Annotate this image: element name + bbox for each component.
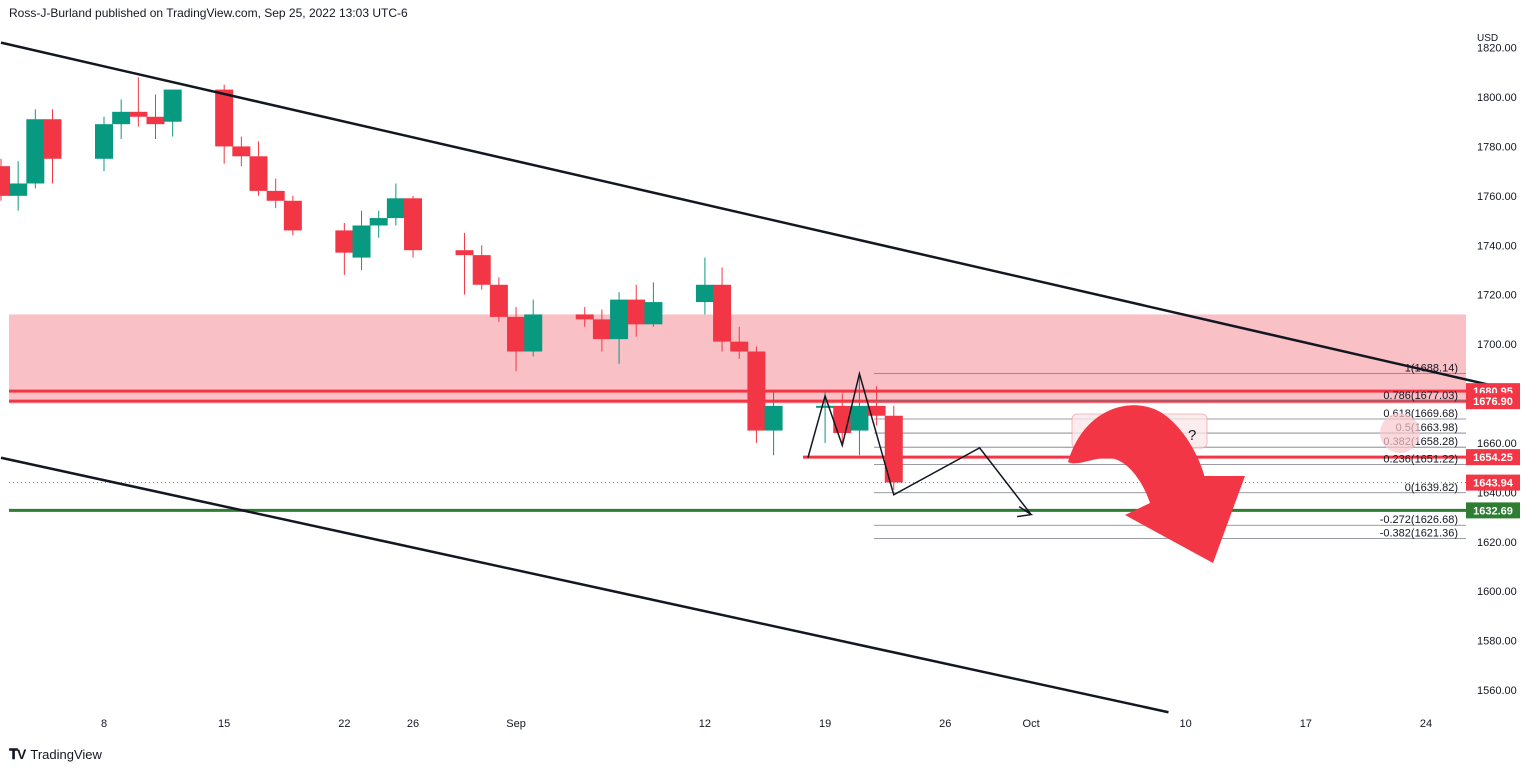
bearish-arrow-icon — [1068, 405, 1245, 563]
annotation-layer: ? — [1068, 405, 1420, 563]
candle-body — [95, 124, 113, 159]
price-level-label: 1676.90 — [1473, 396, 1513, 408]
candle-body — [592, 319, 611, 340]
time-tick-label: 19 — [819, 718, 831, 730]
time-tick-label: 8 — [101, 718, 107, 730]
time-tick-label: Oct — [1023, 718, 1040, 730]
candle-body — [335, 230, 354, 253]
time-axis: 8 15 22 26 Sep 12 19 26 Oct 10 17 24 — [101, 718, 1432, 730]
price-tick-label: 1820.00 — [1477, 43, 1517, 55]
candle-body — [129, 111, 148, 117]
time-tick-label: 15 — [218, 718, 230, 730]
projection-arrowhead-icon — [1017, 505, 1034, 518]
price-level-label: 1632.69 — [1473, 505, 1513, 517]
fib-level-label: 0.236(1651.22) — [1383, 454, 1458, 466]
candle-body — [369, 218, 388, 226]
time-tick-label: Sep — [506, 718, 526, 730]
time-tick-label: 17 — [1300, 718, 1312, 730]
price-tick-label: 1580.00 — [1477, 636, 1517, 648]
price-level-label: 1654.25 — [1473, 452, 1513, 464]
candle-body — [9, 183, 28, 196]
resistance-zone — [9, 314, 1466, 404]
time-tick-label: 10 — [1180, 718, 1192, 730]
publisher-caption: Ross-J-Burland published on TradingView.… — [9, 6, 408, 20]
price-level-badge — [1466, 474, 1520, 491]
candle-body — [283, 200, 302, 231]
candle-body — [455, 250, 474, 256]
candle-body — [232, 146, 251, 157]
candle-body — [867, 405, 886, 416]
candle-body — [507, 316, 526, 352]
candle-body — [575, 314, 594, 320]
price-level-label: 1643.94 — [1473, 478, 1514, 490]
pattern-projection-path — [807, 370, 1032, 516]
price-level-badge — [1466, 393, 1520, 410]
candle-body — [747, 351, 766, 431]
candle-body — [249, 156, 268, 191]
price-tick-label: 1560.00 — [1477, 685, 1517, 697]
price-tick-label: 1740.00 — [1477, 240, 1517, 252]
price-tick-label: 1660.00 — [1477, 438, 1517, 450]
time-tick-label: 26 — [407, 718, 419, 730]
fib-level-label: 1(1688.14) — [1405, 362, 1458, 374]
fib-level-label: 0.786(1677.03) — [1383, 390, 1458, 402]
channel-upper-line — [0, 41, 1495, 388]
price-level-badge — [1466, 449, 1520, 466]
price-tick-label: 1620.00 — [1477, 537, 1517, 549]
price-tick-label: 1700.00 — [1477, 339, 1517, 351]
candle-body — [627, 299, 646, 325]
candle-body — [215, 89, 234, 147]
candle-body — [386, 198, 405, 219]
price-axis: USD 1820.00 1800.00 1780.00 1760.00 1740.00 1… — [1466, 33, 1520, 697]
price-level-badge — [1466, 502, 1520, 519]
trend-layer — [0, 41, 1495, 714]
candle-body — [644, 302, 663, 325]
candle-body — [112, 111, 131, 125]
candle-body — [266, 190, 285, 201]
candle-layer — [0, 77, 903, 490]
candle-body — [695, 284, 714, 303]
annotation-dot — [1380, 413, 1420, 453]
fib-level-label: -0.272(1626.68) — [1380, 514, 1458, 526]
time-tick-label: 26 — [939, 718, 951, 730]
price-tick-label: 1780.00 — [1477, 141, 1517, 153]
candle-body — [884, 415, 903, 483]
candle-body — [524, 314, 543, 352]
candle-body — [816, 405, 835, 408]
candle-body — [610, 299, 629, 340]
time-tick-label: 12 — [699, 718, 711, 730]
fib-level-label: 0(1639.82) — [1405, 482, 1458, 494]
price-tick-label: 1760.00 — [1477, 191, 1517, 203]
price-tick-label: 1600.00 — [1477, 586, 1517, 598]
time-tick-label: 24 — [1420, 718, 1432, 730]
candle-body — [730, 341, 749, 352]
candle-body — [146, 116, 165, 125]
currency-label: USD — [1477, 33, 1498, 44]
tradingview-logo-icon: 𝐓V — [9, 746, 26, 762]
price-tick-label: 1800.00 — [1477, 92, 1517, 104]
candle-body — [713, 284, 732, 342]
candle-body — [352, 225, 371, 258]
candle-body — [472, 255, 491, 285]
time-tick-label: 22 — [338, 718, 350, 730]
candle-body — [764, 405, 783, 431]
tradingview-logo-text: TradingView — [30, 747, 102, 762]
candle-body — [850, 405, 869, 431]
price-tick-label: 1720.00 — [1477, 290, 1517, 302]
fib-level-label: -0.382(1621.36) — [1380, 527, 1458, 539]
candle-body — [163, 89, 182, 122]
candle-body — [0, 166, 10, 196]
candle-body — [489, 284, 508, 317]
candle-body — [43, 119, 62, 159]
tradingview-logo[interactable]: 𝐓V TradingView — [9, 746, 102, 763]
candle-body — [26, 119, 45, 184]
annotation-question: ? — [1188, 427, 1196, 444]
candle-body — [404, 198, 423, 251]
channel-lower-line — [0, 456, 1169, 714]
